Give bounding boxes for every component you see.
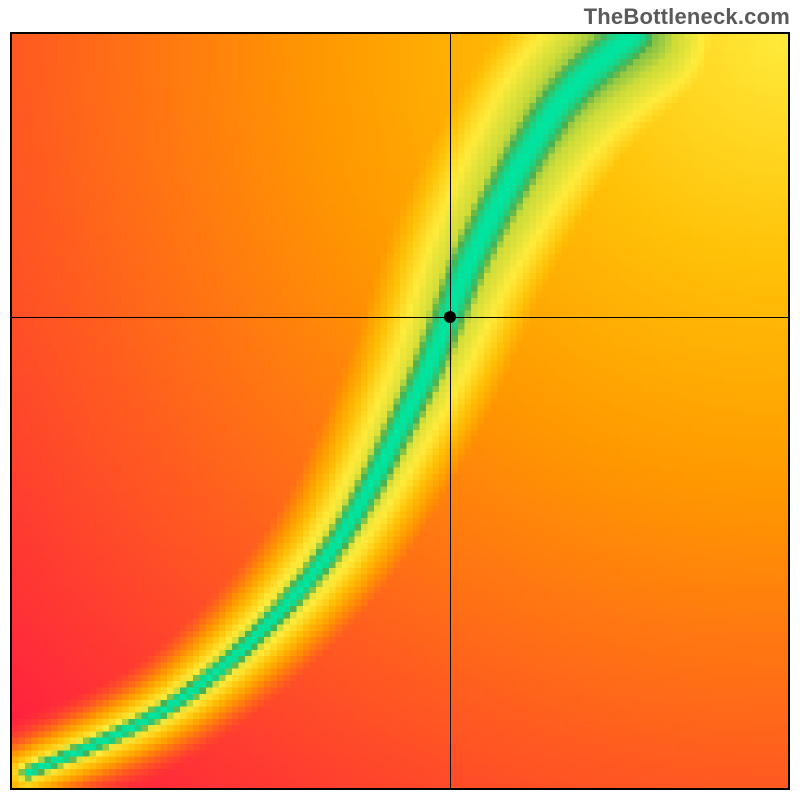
heatmap-plot bbox=[10, 32, 790, 790]
crosshair-marker bbox=[444, 311, 456, 323]
heatmap-canvas bbox=[12, 34, 788, 788]
watermark-text: TheBottleneck.com bbox=[584, 4, 790, 30]
crosshair-horizontal bbox=[12, 317, 788, 318]
crosshair-vertical bbox=[450, 34, 451, 788]
